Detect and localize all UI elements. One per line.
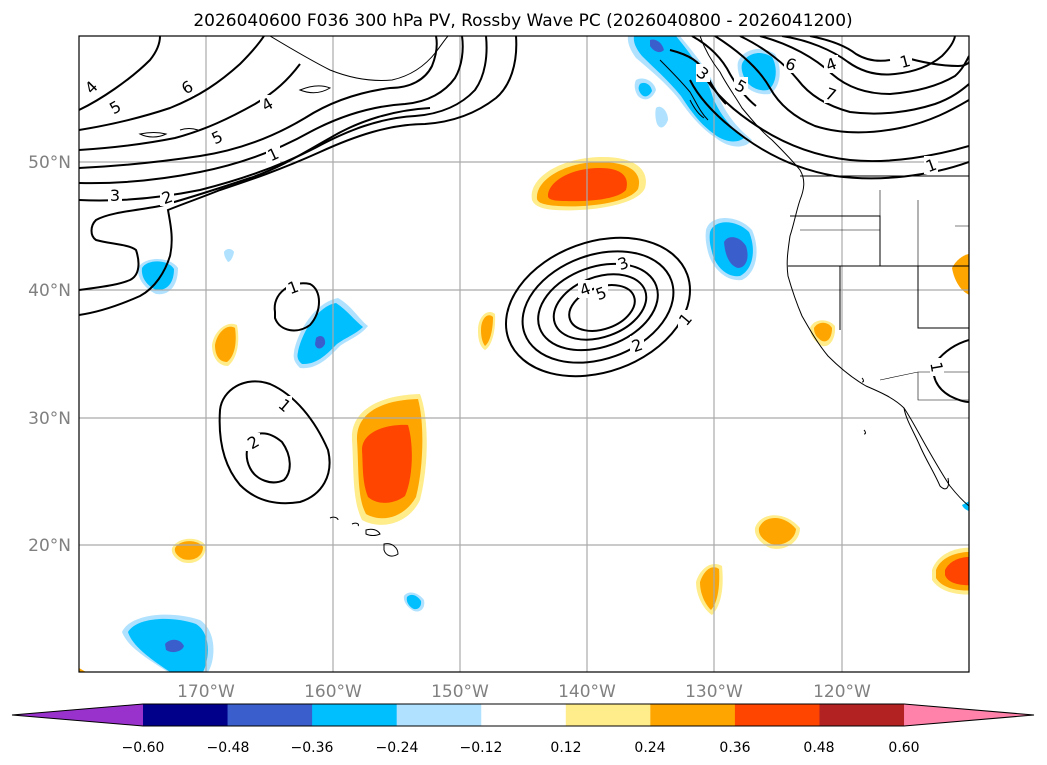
colorbar-segment — [734, 704, 820, 726]
colorbar-tick-label: 0.48 — [803, 740, 834, 756]
graticule — [79, 36, 969, 672]
colorbar-segment — [143, 704, 229, 726]
lon-label: 120°W — [813, 682, 871, 702]
colorbar-segment — [312, 704, 398, 726]
colorbar-segment — [481, 704, 567, 726]
longitude-labels: 170°W 160°W 150°W 140°W 130°W 120°W — [177, 682, 871, 702]
contour-label: 1 — [926, 360, 946, 373]
colorbar-tick-label: −0.48 — [207, 740, 250, 756]
colorbar-tick-label: 0.24 — [634, 740, 665, 756]
lat-label: 40°N — [28, 281, 71, 301]
fill-negative-9 — [962, 501, 969, 512]
lat-label: 30°N — [28, 409, 71, 429]
colorbar-tick-label: −0.60 — [122, 740, 165, 756]
colorbar-extend-low — [12, 704, 143, 726]
lon-label: 170°W — [177, 682, 235, 702]
fill-positive-11 — [79, 668, 86, 672]
colorbar-tick-label: 0.36 — [719, 740, 750, 756]
contour-label-halos — [84, 52, 944, 451]
colorbar — [11, 703, 1035, 727]
map-frame — [78, 35, 970, 673]
lon-label: 140°W — [558, 682, 616, 702]
colorbar-tick-label: −0.36 — [291, 740, 334, 756]
colorbar-segment — [650, 704, 736, 726]
fill-negative-6 — [224, 249, 234, 262]
colorbar-tick-label: 0.60 — [888, 740, 919, 756]
colorbar-tick-label: −0.24 — [376, 740, 419, 756]
lat-label: 20°N — [28, 536, 71, 556]
lon-label: 150°W — [431, 682, 489, 702]
figure-title: 2026040600 F036 300 hPa PV, Rossby Wave … — [193, 11, 852, 31]
colorbar-segment — [819, 704, 905, 726]
colorbar-outline — [11, 703, 1035, 727]
positive-anomaly-fills — [79, 156, 969, 672]
colorbar-segment — [565, 704, 651, 726]
colorbar-tick-labels: −0.60 −0.48 −0.36 −0.24 −0.12 0.12 0.24 … — [122, 740, 920, 756]
colorbar-tick-label: −0.12 — [460, 740, 503, 756]
coastlines — [138, 36, 969, 557]
colorbar-tick-label: 0.12 — [550, 740, 581, 756]
colorbar-extend-high — [904, 704, 1034, 726]
fill-positive-9 — [952, 253, 969, 295]
colorbar-segment — [396, 704, 482, 726]
contour-label: 1 — [898, 51, 913, 72]
contour-label: 3 — [110, 186, 120, 205]
lat-label: 50°N — [28, 153, 71, 173]
lon-label: 130°W — [685, 682, 743, 702]
colorbar-segment — [227, 704, 313, 726]
latitude-labels: 50°N 40°N 30°N 20°N — [28, 153, 71, 556]
lon-label: 160°W — [304, 682, 362, 702]
